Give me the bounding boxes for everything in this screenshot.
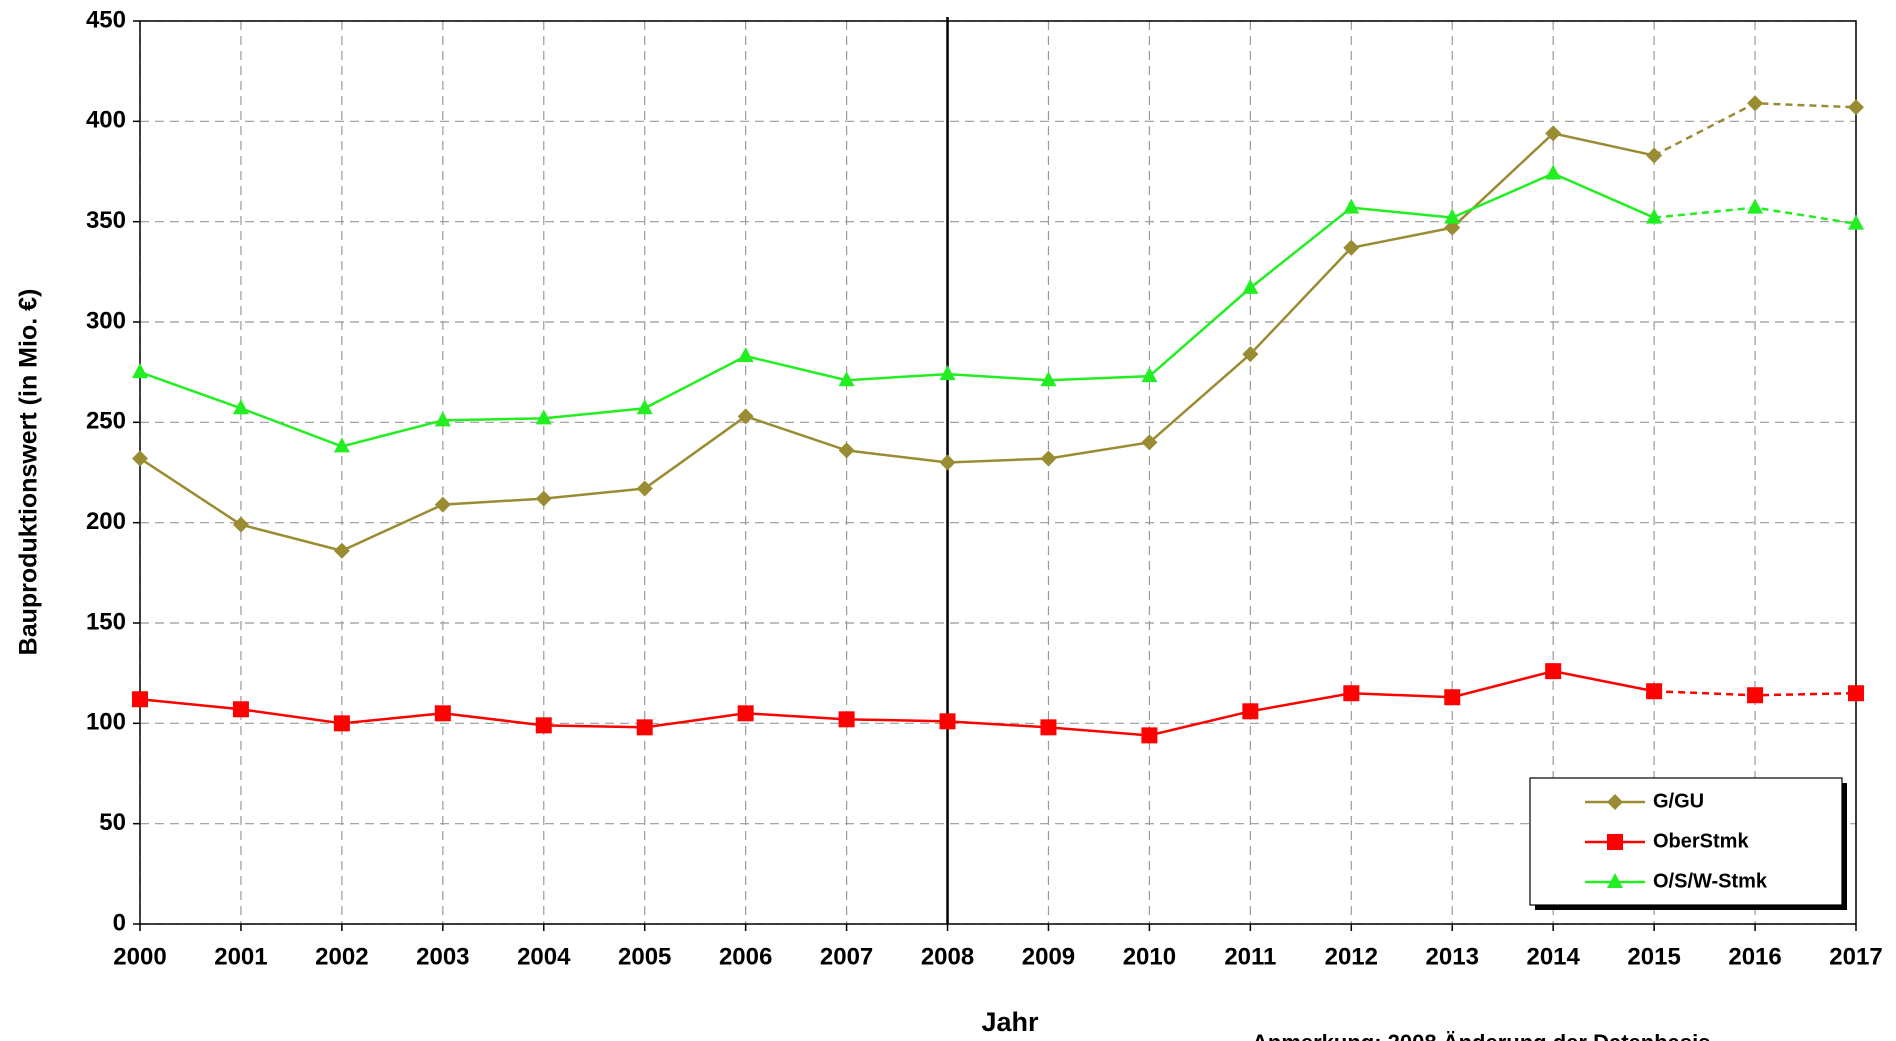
point	[939, 713, 956, 730]
point	[939, 454, 956, 471]
x-tick-label: 2013	[1426, 943, 1479, 970]
series-line	[139, 132, 1655, 553]
x-tick-label: 2012	[1325, 943, 1378, 970]
x-tick-label: 2017	[1829, 943, 1882, 970]
point	[333, 437, 350, 453]
y-tick-label: 350	[86, 207, 126, 234]
y-tick-label: 300	[86, 307, 126, 334]
point	[838, 711, 855, 728]
series-line	[139, 669, 1655, 737]
legend-label: G/GU	[1653, 790, 1704, 812]
point	[232, 399, 249, 415]
x-tick-label: 2016	[1728, 943, 1781, 970]
x-tick-label: 2010	[1123, 943, 1176, 970]
plot-frame	[139, 20, 1857, 925]
point	[939, 365, 956, 381]
point	[1242, 278, 1259, 294]
point	[737, 408, 754, 425]
x-tick-label: 2009	[1022, 943, 1075, 970]
point	[1040, 450, 1057, 467]
point	[1848, 99, 1864, 116]
point	[1040, 371, 1057, 387]
x-tick-label: 2007	[820, 943, 873, 970]
legend	[1529, 777, 1843, 906]
point	[132, 691, 148, 708]
point	[535, 717, 552, 734]
point	[636, 399, 653, 415]
point	[838, 371, 855, 387]
point	[333, 715, 350, 732]
point	[1848, 214, 1864, 230]
point	[1343, 198, 1360, 214]
legend-marker	[1607, 834, 1623, 850]
y-axis-label: Bauproduktionswert (in Mio. €)	[15, 289, 43, 656]
x-tick-label: 2002	[315, 943, 368, 970]
y-tick-label: 400	[86, 107, 126, 134]
point	[838, 442, 855, 459]
x-tick-label: 2006	[719, 943, 772, 970]
y-tick-label: 200	[86, 508, 126, 535]
y-tick-label: 100	[86, 709, 126, 736]
point	[434, 705, 451, 722]
x-tick-label: 2015	[1627, 943, 1680, 970]
point	[434, 496, 451, 513]
legend-label: OberStmk	[1653, 830, 1749, 852]
point	[132, 450, 148, 467]
point	[1444, 208, 1461, 224]
point	[1646, 147, 1663, 164]
point	[636, 719, 653, 736]
point	[333, 542, 350, 559]
point	[535, 409, 552, 425]
y-tick-label: 250	[86, 408, 126, 435]
point	[1848, 685, 1864, 702]
x-axis-label: Jahr	[981, 1007, 1039, 1037]
x-tick-label: 2000	[113, 943, 166, 970]
y-tick-label: 50	[99, 809, 126, 836]
point	[232, 701, 249, 718]
x-tick-label: 2014	[1526, 943, 1580, 970]
point	[1444, 219, 1461, 236]
legend-marker	[1607, 873, 1623, 888]
point	[737, 705, 754, 722]
x-tick-label: 2004	[517, 943, 571, 970]
point	[132, 363, 148, 379]
point	[232, 516, 249, 533]
point	[535, 490, 552, 507]
point	[1545, 164, 1562, 180]
series-line	[139, 172, 1655, 448]
point	[1242, 703, 1259, 720]
point	[1747, 198, 1764, 214]
x-tick-label: 2005	[618, 943, 671, 970]
point	[1545, 663, 1562, 680]
point	[434, 411, 451, 427]
legend-marker	[1607, 794, 1623, 810]
point	[1141, 367, 1158, 383]
point	[1747, 95, 1764, 112]
point	[1343, 685, 1360, 702]
point	[1444, 689, 1461, 706]
point	[1141, 434, 1158, 451]
point	[737, 347, 754, 363]
point	[636, 480, 653, 497]
point	[1747, 687, 1764, 704]
point	[1646, 208, 1663, 224]
y-tick-label: 0	[113, 909, 126, 936]
annotation: Anmerkung: 2008 Änderung der Datenbasis	[1252, 1030, 1710, 1041]
y-tick-label: 150	[86, 608, 126, 635]
point	[1646, 683, 1663, 700]
x-tick-label: 2011	[1224, 943, 1276, 970]
x-tick-label: 2008	[921, 943, 974, 970]
point	[1242, 346, 1259, 363]
point	[1040, 719, 1057, 736]
x-tick-label: 2001	[214, 943, 267, 970]
point	[1343, 239, 1360, 256]
legend-label: O/S/W-Stmk	[1653, 870, 1768, 892]
point	[1545, 125, 1562, 142]
point	[1141, 727, 1158, 744]
y-tick-label: 450	[86, 6, 126, 33]
x-tick-label: 2003	[416, 943, 469, 970]
